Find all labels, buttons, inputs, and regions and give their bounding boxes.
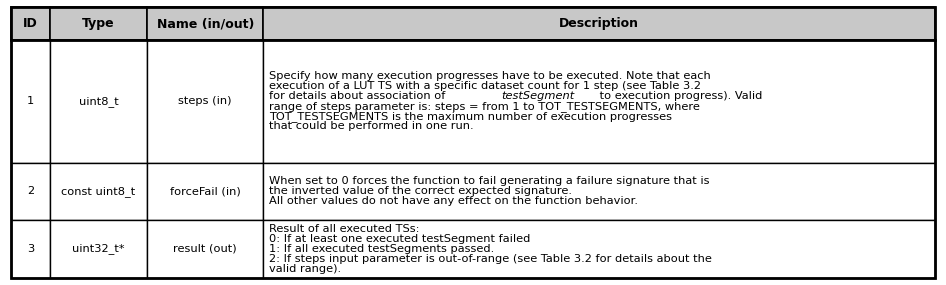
Text: to execution progress). Valid: to execution progress). Valid [596, 91, 762, 101]
Text: that could be performed in one run.: that could be performed in one run. [269, 121, 474, 131]
Text: Result of all executed TSs:: Result of all executed TSs: [269, 224, 420, 234]
Bar [147, 7, 263, 40]
Bar [263, 220, 935, 278]
Bar [11, 7, 50, 40]
Text: Type: Type [82, 17, 114, 30]
Bar [263, 40, 935, 162]
Bar [263, 7, 935, 40]
Bar [147, 40, 263, 162]
Bar [147, 162, 263, 220]
Bar [147, 220, 263, 278]
Bar [50, 220, 147, 278]
Text: execution of a LUT TS with a specific dataset count for 1 step (see Table 3.2: execution of a LUT TS with a specific da… [269, 81, 701, 91]
Bar [11, 220, 50, 278]
Text: TOT_TESTSEGMENTS is the maximum number of execution progresses: TOT_TESTSEGMENTS is the maximum number o… [269, 111, 672, 122]
Text: uint32_t*: uint32_t* [72, 243, 125, 254]
Text: When set to 0 forces the function to fail generating a failure signature that is: When set to 0 forces the function to fai… [269, 176, 710, 186]
Text: Specify how many execution progresses have to be executed. Note that each: Specify how many execution progresses ha… [269, 71, 710, 81]
Text: 1: If all executed testSegments passed.: 1: If all executed testSegments passed. [269, 244, 495, 254]
Text: valid range).: valid range). [269, 264, 342, 274]
Text: const uint8_t: const uint8_t [61, 186, 135, 197]
Bar [50, 162, 147, 220]
Bar [11, 162, 50, 220]
Bar [50, 7, 147, 40]
Text: All other values do not have any effect on the function behavior.: All other values do not have any effect … [269, 196, 639, 206]
Text: for details about association of: for details about association of [269, 91, 449, 101]
Text: 0: If at least one executed testSegment failed: 0: If at least one executed testSegment … [269, 234, 531, 244]
Text: ID: ID [24, 17, 38, 30]
Text: 2: If steps input parameter is out-of-range (see Table 3.2 for details about the: 2: If steps input parameter is out-of-ra… [269, 254, 712, 264]
Text: the inverted value of the correct expected signature.: the inverted value of the correct expect… [269, 186, 572, 196]
Bar [11, 40, 50, 162]
Text: forceFail (in): forceFail (in) [170, 186, 240, 196]
Bar [50, 40, 147, 162]
Text: uint8_t: uint8_t [79, 96, 118, 107]
Text: 1: 1 [27, 96, 34, 106]
Text: Description: Description [559, 17, 639, 30]
Text: result (out): result (out) [173, 244, 237, 254]
Text: testSegment: testSegment [501, 91, 574, 101]
Text: range of steps parameter is: steps = from 1 to TOT_TESTSEGMENTS, where: range of steps parameter is: steps = fro… [269, 101, 700, 112]
Text: 2: 2 [27, 186, 34, 196]
Bar [263, 162, 935, 220]
Text: steps (in): steps (in) [179, 96, 232, 106]
Text: 3: 3 [27, 244, 34, 254]
Text: Name (in/out): Name (in/out) [156, 17, 254, 30]
